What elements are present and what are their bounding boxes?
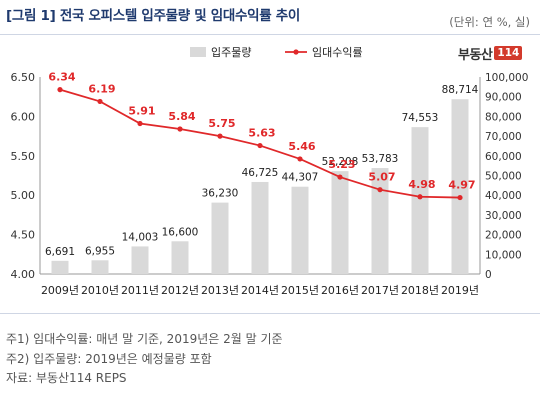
yield-point-2017년 xyxy=(377,187,383,193)
x-tick-label: 2010년 xyxy=(81,284,119,297)
yield-value-label: 5.07 xyxy=(368,171,395,184)
x-tick-label: 2011년 xyxy=(121,284,159,297)
bar-value-label: 16,600 xyxy=(162,226,199,238)
bar-2018년 xyxy=(411,127,429,275)
yield-value-label: 5.91 xyxy=(128,104,155,117)
bar-value-label: 46,725 xyxy=(242,167,279,179)
yield-value-label: 5.84 xyxy=(168,110,195,123)
bar-value-label: 6,691 xyxy=(45,246,75,258)
x-tick-label: 2018년 xyxy=(401,284,439,297)
y-right-tick-label: 100,000 xyxy=(485,72,528,84)
yield-point-2019년 xyxy=(457,194,463,201)
legend-bar-label: 입주물량 xyxy=(211,46,251,59)
footnote-1: 주1) 임대수익률: 매년 말 기준, 2019년은 2월 말 기준 xyxy=(6,332,283,346)
y-right-tick-label: 60,000 xyxy=(485,151,522,163)
bar-value-label: 53,783 xyxy=(362,153,399,165)
y-left-tick-label: 4.00 xyxy=(11,268,36,281)
y-left-tick-label: 6.50 xyxy=(11,71,36,84)
logo: 부동산 114 xyxy=(458,44,523,63)
y-right-tick-label: 20,000 xyxy=(485,230,522,242)
legend-line-marker xyxy=(293,49,299,55)
bar-value-label: 6,955 xyxy=(85,245,115,257)
bar-2009년 xyxy=(51,260,69,274)
yield-point-2013년 xyxy=(217,133,223,139)
yield-value-label: 4.98 xyxy=(408,178,435,191)
x-tick-label: 2013년 xyxy=(201,284,239,297)
yield-point-2009년 xyxy=(57,87,63,93)
bar-value-label: 88,714 xyxy=(442,84,479,96)
yield-value-label: 6.34 xyxy=(48,71,75,84)
bar-2015년 xyxy=(291,186,309,274)
x-tick-label: 2009년 xyxy=(41,284,79,297)
yield-value-label: 5.23 xyxy=(328,158,355,171)
bar-2017년 xyxy=(371,168,389,274)
x-tick-label: 2019년 xyxy=(441,284,479,297)
x-tick-label: 2014년 xyxy=(241,284,279,297)
x-tick-label: 2016년 xyxy=(321,284,359,297)
bar-2012년 xyxy=(171,241,189,274)
y-right-tick-label: 80,000 xyxy=(485,111,522,123)
bar-value-label: 14,003 xyxy=(122,231,159,243)
yield-point-2016년 xyxy=(337,174,343,180)
x-tick-label: 2015년 xyxy=(281,284,319,297)
yield-point-2011년 xyxy=(137,120,143,127)
logo-text: 부동산 xyxy=(458,47,493,63)
unit-label: (단위: 연 %, 실) xyxy=(449,15,530,29)
y-right-tick-label: 70,000 xyxy=(485,131,522,143)
y-left-tick-label: 4.50 xyxy=(11,229,36,242)
y-right-tick-label: 0 xyxy=(485,269,492,281)
y-left-tick-label: 5.50 xyxy=(11,150,36,163)
y-right-tick-label: 90,000 xyxy=(485,92,522,104)
yield-point-2012년 xyxy=(177,126,183,132)
footnote-2: 주2) 입주물량: 2019년은 예정물량 포함 xyxy=(6,351,212,366)
y-right-tick-label: 40,000 xyxy=(485,190,522,202)
yield-value-label: 5.75 xyxy=(208,117,235,130)
logo-number: 114 xyxy=(494,46,523,60)
combo-chart: 4.00 4.50 5.00 5.50 6.00 6.50 0 10,000 20,000 30,… xyxy=(11,46,529,297)
x-tick-label: 2017년 xyxy=(361,284,399,297)
yield-point-2015년 xyxy=(297,156,303,162)
bar-2016년 xyxy=(331,171,349,274)
legend-bar-swatch xyxy=(190,47,206,57)
chart-panel: 4.00 4.50 5.00 5.50 6.00 6.50 0 10,000 20,000 30,… xyxy=(0,34,540,314)
yield-point-2010년 xyxy=(97,98,103,105)
bar-value-label: 52,208 xyxy=(322,156,359,168)
bar-2010년 xyxy=(91,260,109,274)
bar-2013년 xyxy=(211,202,229,274)
y-left-tick-label: 6.00 xyxy=(11,110,36,123)
footnote-source: 자료: 부동산114 REPS xyxy=(6,371,127,385)
yield-value-label: 5.63 xyxy=(248,127,275,140)
yield-value-label: 4.97 xyxy=(448,179,475,192)
y-right-tick-label: 10,000 xyxy=(485,249,522,261)
bar-2019년 xyxy=(451,99,469,274)
x-tick-label: 2012년 xyxy=(161,284,199,297)
y-right-tick-label: 50,000 xyxy=(485,171,522,183)
bar-2011년 xyxy=(131,246,149,274)
yield-value-label: 5.46 xyxy=(288,140,315,153)
bar-value-label: 44,307 xyxy=(282,172,319,184)
bar-value-label: 74,553 xyxy=(402,112,439,124)
legend-line-label: 임대수익률 xyxy=(312,46,363,59)
yield-point-2014년 xyxy=(257,142,263,149)
y-right-tick-label: 30,000 xyxy=(485,210,522,222)
bar-2014년 xyxy=(251,181,269,274)
yield-value-label: 6.19 xyxy=(88,82,115,95)
yield-point-2018년 xyxy=(417,194,423,200)
chart-title: [그림 1] 전국 오피스텔 입주물량 및 임대수익률 추이 xyxy=(6,8,301,24)
bar-value-label: 36,230 xyxy=(202,188,239,200)
footnotes: 주1) 임대수익률: 매년 말 기준, 2019년은 2월 말 기준 주2) 입… xyxy=(6,330,283,389)
y-left-tick-label: 5.00 xyxy=(11,189,36,202)
